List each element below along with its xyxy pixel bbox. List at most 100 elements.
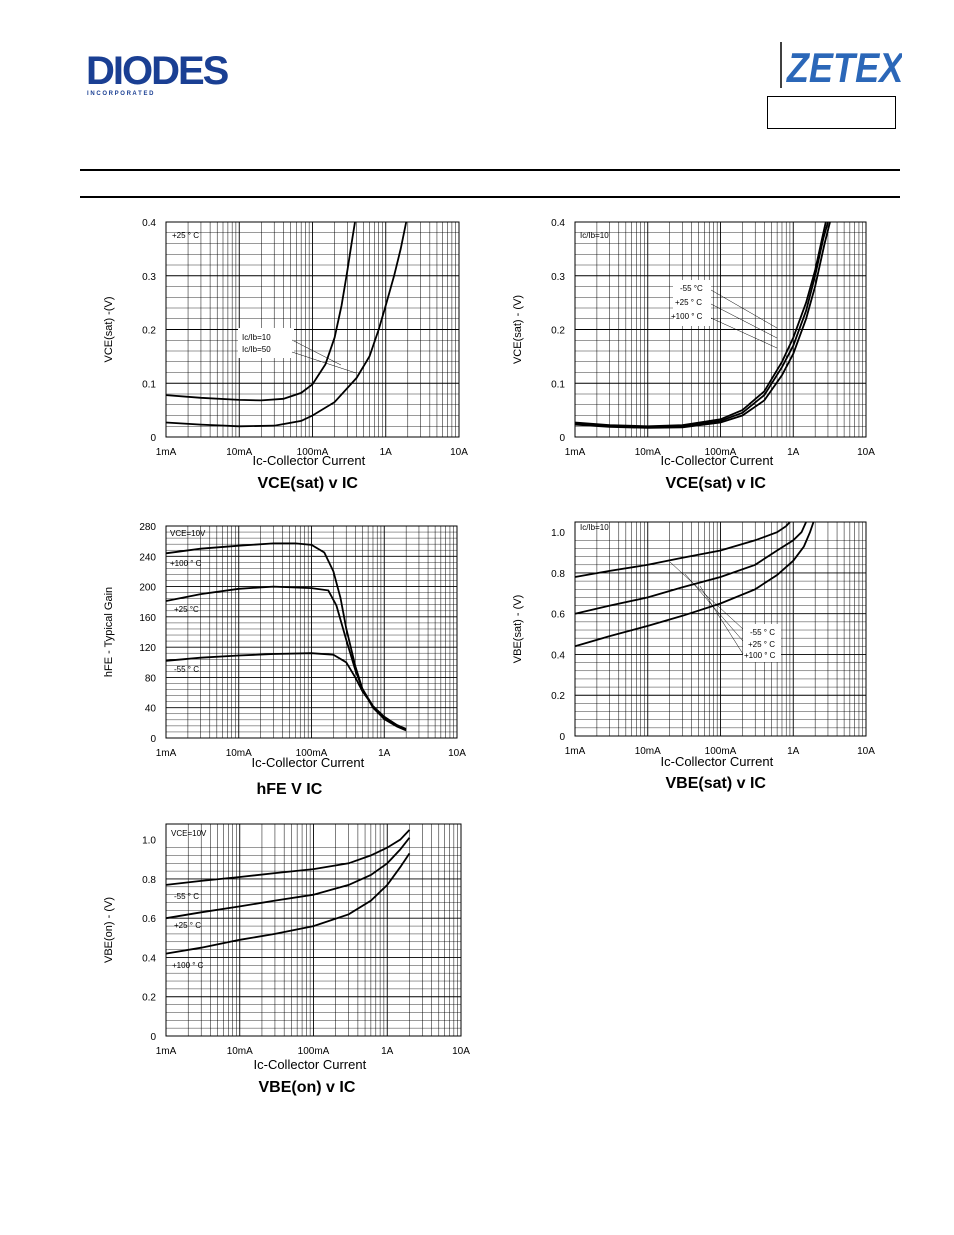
annotation-label: Ic/Ib=10: [242, 333, 271, 342]
y-axis-label: hFE - Typical Gain: [103, 587, 115, 677]
x-tick-label: 1mA: [156, 447, 177, 458]
annotation-label: +25 ° C: [748, 640, 775, 649]
zetex-logo-text: ZETEX: [786, 46, 902, 90]
x-tick-label: 1A: [787, 746, 800, 757]
x-tick-label: 1A: [380, 447, 393, 458]
diodes-logo: DIODES I N C O R P O R A T E D: [86, 49, 261, 98]
y-axis-label: VCE(sat) -(V): [103, 297, 115, 363]
series-line-1: [574, 521, 791, 578]
series-line-2: [165, 837, 411, 920]
annotation-label: VCE=10V: [170, 529, 206, 538]
x-tick-label: 1A: [378, 748, 391, 759]
x-tick-label: 1A: [381, 1046, 394, 1057]
x-tick-label: 10A: [857, 746, 875, 757]
y-tick-label: 240: [139, 552, 156, 563]
x-tick-label: 10A: [450, 447, 468, 458]
plot-frame: [165, 525, 458, 739]
annotation-leader: [669, 561, 744, 630]
chart-title: VBE(on) v IC: [259, 1079, 356, 1096]
y-tick-label: 280: [139, 522, 156, 533]
annotation-label: -55 ° C: [174, 892, 199, 901]
x-tick-label: 10mA: [226, 447, 252, 458]
annotation-label: Ic/Ib=10: [580, 231, 609, 240]
y-tick-label: 0.6: [551, 610, 565, 621]
y-tick-label: 0.2: [142, 993, 156, 1004]
x-tick-label: 100mA: [297, 447, 329, 458]
series-line-1: [574, 221, 827, 428]
chart-title: hFE V IC: [257, 781, 323, 798]
annotation-label: +25 ° C: [174, 921, 201, 930]
plot-frame: [165, 823, 462, 1037]
series-line-3: [165, 652, 407, 730]
header-box: [767, 96, 896, 129]
series-line-2: [574, 521, 807, 615]
y-axis-label: VBE(sat) - (V): [512, 595, 524, 663]
chart-vbesat: 0 0.2 0.4 0.6 0.8 1.0 1mA 10mA 100mA 1A 10A VBE(sat…: [505, 514, 885, 814]
annotation-box: [743, 624, 781, 662]
x-tick-label: 10A: [857, 447, 875, 458]
series-line-3: [574, 221, 831, 429]
y-tick-label: 0.1: [142, 379, 156, 390]
chart-svg: 0 40 80 120 160 200 240 280 1mA 10mA 100mA 1A 10A hFE…: [103, 522, 466, 798]
grid: [165, 526, 457, 739]
x-tick-label: 1mA: [156, 748, 177, 759]
chart-svg: 0 0.1 0.2 0.3 0.4 1mA 10mA 100mA 1A 10A VCE(sat) -…: [512, 218, 875, 492]
y-tick-label: 0.1: [551, 379, 565, 390]
header-rule-top: [80, 169, 900, 171]
y-tick-label: 0.3: [551, 272, 565, 283]
header-rule-bottom: [80, 196, 900, 198]
y-tick-label: 40: [145, 704, 157, 715]
series-line-2: [165, 221, 408, 428]
annotation-leader: [710, 303, 778, 339]
x-tick-label: 1A: [787, 447, 800, 458]
grid: [165, 824, 461, 1037]
y-tick-label: 200: [139, 583, 156, 594]
series-line-1: [165, 542, 407, 732]
y-tick-label: 0.8: [142, 875, 156, 886]
annotation-label: +100 ° C: [170, 559, 202, 568]
chart-svg: 0 0.2 0.4 0.6 0.8 1.0 1mA 10mA 100mA 1A 10A VBE(on)…: [103, 823, 470, 1096]
annotation-label: +25 ° C: [675, 298, 702, 307]
annotation-label: VCE=10V: [171, 829, 207, 838]
x-axis-label: Ic-Collector Current: [661, 754, 774, 769]
y-tick-label: 0.2: [551, 326, 565, 337]
chart-title: VCE(sat) v IC: [258, 475, 359, 492]
annotation-leader: [291, 339, 342, 366]
y-tick-label: 80: [145, 673, 157, 684]
annotation-label: +25 °C: [174, 605, 199, 614]
y-tick-label: 0.4: [142, 953, 156, 964]
annotation-label: -55 ° C: [174, 665, 199, 674]
annotation-label: Ic/Ib=50: [242, 345, 271, 354]
x-axis-label: Ic-Collector Current: [661, 453, 774, 468]
y-tick-label: 0.3: [142, 272, 156, 283]
y-tick-label: 0: [559, 433, 565, 444]
y-tick-label: 0.6: [142, 914, 156, 925]
annotation-label: +100 ° C: [671, 312, 703, 321]
annotation-label: -55 °C: [680, 284, 703, 293]
chart-svg: 0 0.1 0.2 0.3 0.4 1mA 10mA 100mA 1A 10A VCE(sat) -…: [103, 218, 468, 492]
plot-frame: [574, 521, 867, 737]
series-line-1: [165, 829, 411, 886]
chart-vcesat-1: 0 0.1 0.2 0.3 0.4 1mA 10mA 100mA 1A 10A VCE(sat) -…: [96, 210, 476, 520]
series-line-1: [165, 221, 356, 402]
y-tick-label: 0.2: [142, 326, 156, 337]
plot-frame: [165, 221, 460, 438]
x-axis-label: Ic-Collector Current: [253, 453, 366, 468]
x-tick-label: 1mA: [565, 746, 586, 757]
y-axis-label: VBE(on) - (V): [103, 897, 115, 963]
y-tick-label: 0.8: [551, 569, 565, 580]
annotation-box: [673, 280, 711, 326]
annotation-label: Ic/Ib=10: [580, 523, 609, 532]
x-tick-label: 100mA: [298, 1046, 330, 1057]
grid: [574, 522, 866, 737]
y-tick-label: 1.0: [142, 836, 156, 847]
chart-title: VBE(sat) v IC: [666, 775, 767, 792]
y-tick-label: 0.4: [551, 218, 565, 229]
annotation-label: +25 ° C: [172, 231, 199, 240]
annotation-leader: [699, 585, 744, 655]
x-tick-label: 1mA: [156, 1046, 177, 1057]
y-tick-label: 0: [150, 1032, 156, 1043]
x-tick-label: 100mA: [296, 748, 328, 759]
y-tick-label: 0.4: [142, 218, 156, 229]
y-tick-label: 0: [150, 734, 156, 745]
